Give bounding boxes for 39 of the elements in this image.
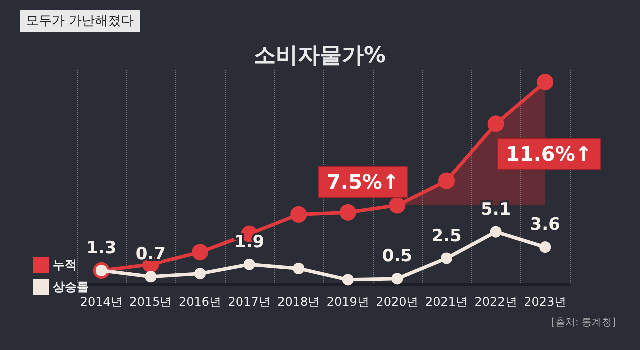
x-tick-label: 2019년	[326, 295, 370, 309]
point	[342, 274, 354, 286]
annotation: 7.5%↑	[327, 170, 400, 194]
point	[194, 268, 206, 280]
point	[488, 116, 504, 132]
point	[145, 271, 157, 283]
x-tick-label: 2020년	[376, 295, 419, 309]
point	[340, 204, 356, 221]
x-tick-label: 2021년	[425, 295, 468, 309]
point	[244, 258, 256, 270]
text: [출처: 통계청]	[552, 318, 616, 328]
data-label: 1.3	[86, 238, 117, 258]
data-label: 2.5	[432, 226, 462, 246]
point	[293, 262, 305, 274]
data-label: 3.6	[530, 215, 560, 236]
x-tick-label: 2014년	[80, 295, 123, 309]
x-tick-label: 2023년	[524, 295, 567, 309]
point	[537, 74, 554, 90]
point	[441, 252, 452, 264]
annotation: 11.6%↑	[506, 142, 592, 166]
point	[392, 273, 404, 285]
legend-label: 누적	[53, 258, 77, 272]
point	[389, 197, 406, 214]
chart-title: 소비자물가%	[254, 44, 386, 68]
data-label: 0.5	[382, 246, 413, 267]
point	[540, 242, 552, 254]
x-tick-label: 2022년	[474, 295, 518, 309]
x-tick-label: 2016년	[178, 295, 222, 309]
data-label: 5.1	[480, 200, 512, 220]
x-tick-label: 2018년	[278, 295, 320, 309]
legend-label: 상승률	[52, 280, 89, 294]
x-tick-label: 2017년	[228, 295, 271, 309]
point	[490, 226, 502, 238]
point	[192, 244, 208, 261]
chart-subtitle: 모두가 가난해졌다	[20, 10, 140, 32]
point	[290, 206, 308, 223]
data-label: 0.7	[136, 244, 166, 265]
point	[438, 172, 455, 190]
x-tick-label: 2015년	[130, 295, 172, 309]
